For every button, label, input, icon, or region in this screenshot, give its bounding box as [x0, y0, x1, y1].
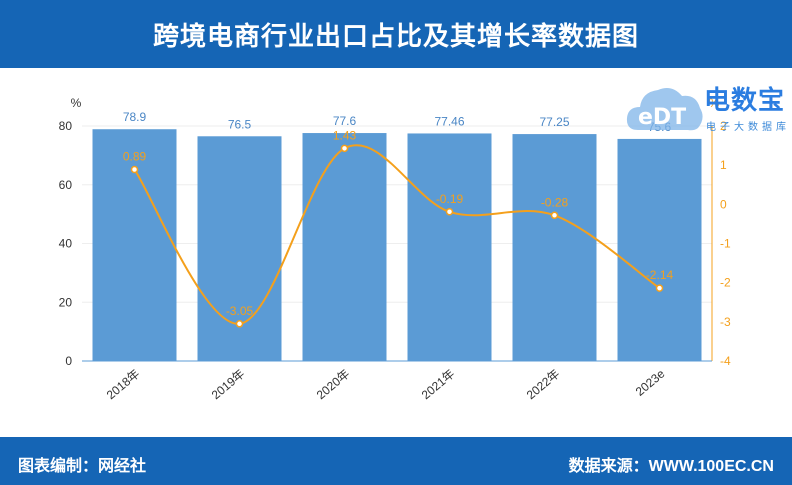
- line-value-label: -0.19: [436, 192, 464, 206]
- page-title: 跨境电商行业出口占比及其增长率数据图: [152, 20, 639, 51]
- line-point: [235, 320, 244, 328]
- line-value-label: -2.14: [646, 268, 674, 282]
- category-label: 2022年: [524, 367, 563, 403]
- bar: [617, 138, 702, 361]
- bar: [407, 133, 492, 361]
- right-tick-label: -3: [720, 315, 731, 329]
- right-tick-label: 1: [720, 158, 727, 172]
- right-axis-unit: %: [709, 96, 720, 110]
- category-label: 2018年: [104, 367, 143, 403]
- left-axis-unit: %: [71, 96, 82, 110]
- category-label: 2021年: [419, 367, 458, 403]
- bar-value-label: 77.46: [434, 114, 464, 128]
- line-point: [550, 211, 559, 220]
- bar-value-label: 77.25: [539, 115, 569, 129]
- line-point: [655, 284, 664, 292]
- right-tick-label: -2: [720, 276, 731, 290]
- bar-value-label: 76.5: [228, 117, 252, 131]
- svg-text:eDT: eDT: [638, 105, 686, 130]
- chart: 0 20 40 60 80 -4 -3 -2 -1 0 1 2% % 78.9 76.5 77.6 77.46 7…: [59, 96, 731, 403]
- line-value-label: 1.43: [333, 128, 357, 142]
- left-tick-label: 20: [59, 295, 73, 309]
- footer-source: 数据来源：WWW.100EC.CN: [568, 458, 774, 475]
- category-label: 2020年: [314, 367, 353, 403]
- bar-value-label: 78.9: [123, 110, 147, 124]
- bar: [92, 129, 177, 361]
- bar: [512, 134, 597, 361]
- bar: [302, 133, 387, 361]
- right-tick-label: 0: [720, 197, 727, 211]
- title-bar: 跨境电商行业出口占比及其增长率数据图: [0, 0, 792, 68]
- footer-bar: 图表编制：网经社 数据来源：WWW.100EC.CN: [0, 437, 792, 485]
- logo-subtitle: 电子大数据库: [706, 122, 790, 133]
- category-label: 2023e: [633, 366, 668, 398]
- left-tick-label: 60: [59, 178, 73, 192]
- logo-brand: 电数宝: [704, 86, 786, 116]
- logo: eDT 电数宝 电子大数据库: [624, 74, 790, 140]
- line-point: [340, 144, 349, 153]
- right-tick-label: -4: [720, 354, 731, 368]
- right-tick-label: -1: [720, 237, 731, 251]
- left-tick-label: 40: [59, 237, 73, 251]
- line-value-label: -3.05: [226, 304, 254, 318]
- left-tick-label: 0: [65, 354, 72, 368]
- cloud-logo-icon: eDT: [626, 88, 703, 131]
- bar-value-label: 77.6: [333, 114, 357, 128]
- right-tick-label: 2: [720, 119, 727, 133]
- line-point: [130, 165, 139, 174]
- category-label: 2019年: [209, 367, 248, 403]
- line-value-label: 0.89: [123, 149, 147, 163]
- left-tick-label: 80: [59, 119, 73, 133]
- line-value-label: -0.28: [541, 195, 569, 209]
- line-point: [445, 208, 454, 216]
- footer-credit: 图表编制：网经社: [18, 458, 147, 475]
